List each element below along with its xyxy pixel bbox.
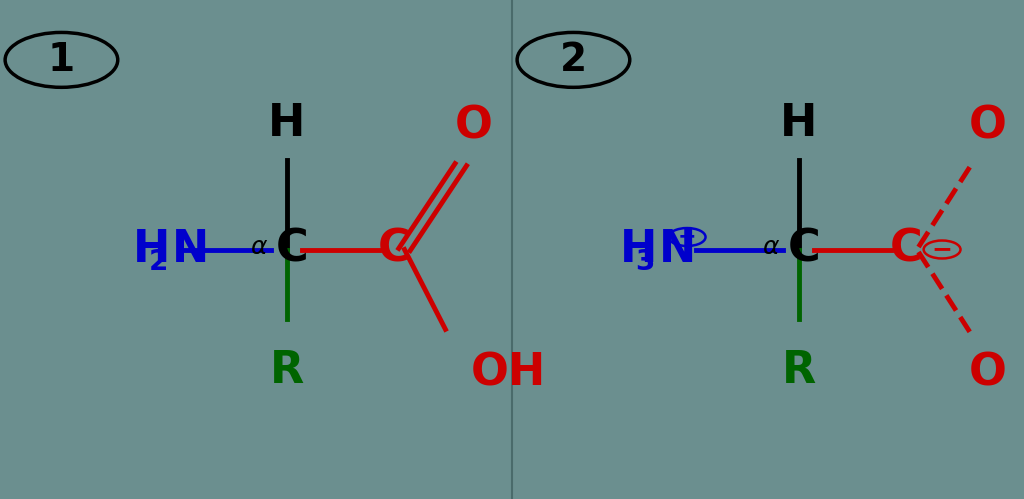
Text: 2: 2 — [560, 41, 587, 79]
Text: R: R — [269, 349, 304, 392]
Text: H: H — [620, 228, 656, 271]
Text: 1: 1 — [48, 41, 75, 79]
Text: C: C — [787, 228, 820, 271]
Text: O: O — [970, 104, 1007, 147]
Text: 2: 2 — [150, 248, 168, 276]
Text: OH: OH — [471, 352, 546, 395]
Text: C: C — [378, 228, 411, 271]
Text: +: + — [678, 227, 696, 247]
Text: N: N — [172, 228, 209, 271]
Text: H: H — [268, 102, 305, 145]
Text: O: O — [970, 352, 1007, 395]
Text: R: R — [781, 349, 816, 392]
Text: H: H — [133, 228, 170, 271]
Text: −: − — [932, 238, 952, 261]
Text: 3: 3 — [636, 248, 654, 276]
Text: O: O — [456, 104, 493, 147]
Text: H: H — [780, 102, 817, 145]
Text: $\alpha$: $\alpha$ — [250, 235, 268, 259]
Text: C: C — [890, 228, 923, 271]
Text: C: C — [275, 228, 308, 271]
Text: $\alpha$: $\alpha$ — [762, 235, 780, 259]
Text: N: N — [658, 228, 695, 271]
